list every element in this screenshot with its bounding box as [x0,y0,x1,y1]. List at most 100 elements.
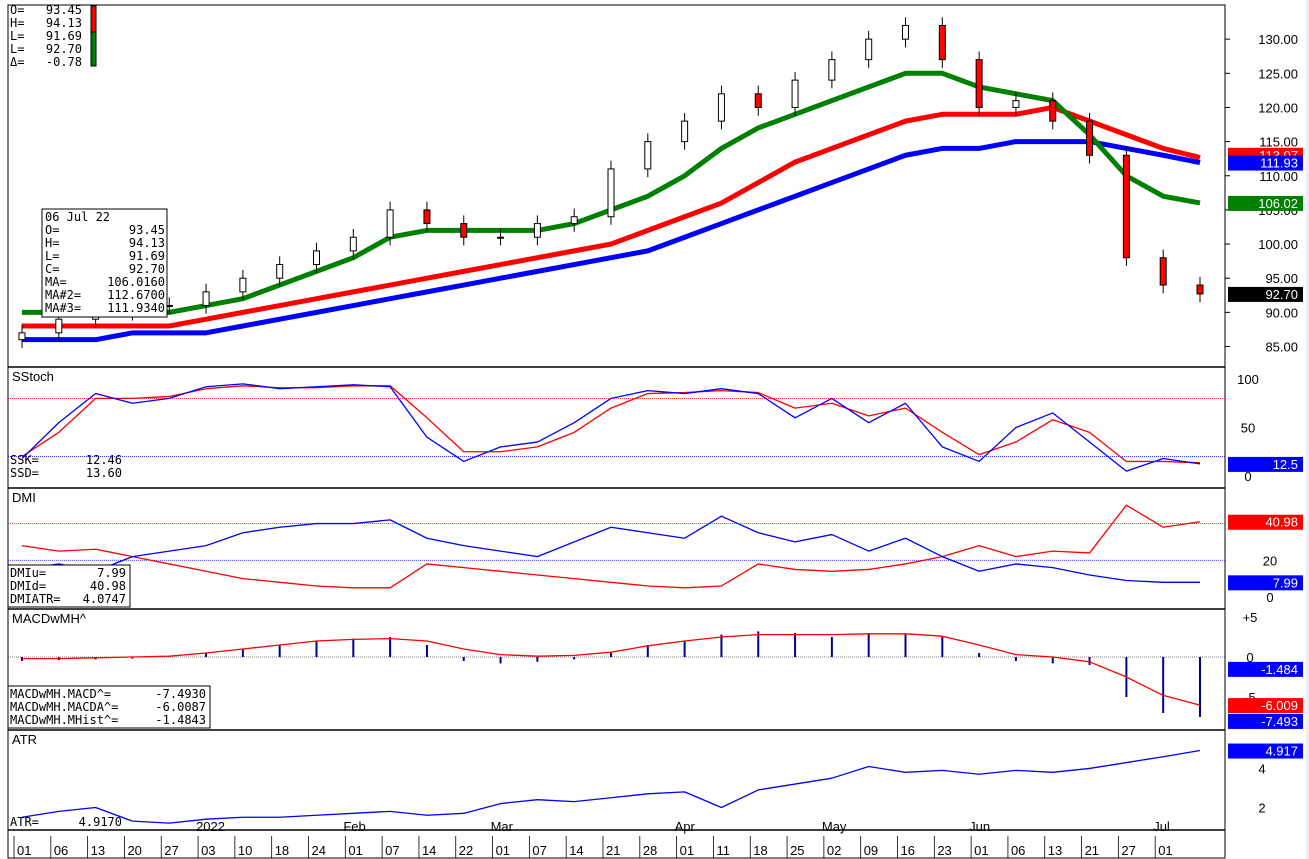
x-month-label: Mar [491,819,514,834]
dmi-plus-badge [1228,575,1303,591]
macd-badge-text: -6.009 [1261,698,1298,713]
header-value: 94.13 [46,16,82,30]
candle-body [754,93,762,108]
info-value: 91.69 [129,249,165,263]
candle-body [1122,154,1130,259]
x-tick-label: 21 [1085,843,1099,858]
candle-body [423,209,431,225]
x-tick-label: 11 [716,843,730,858]
info-value: 112.6700 [107,288,165,302]
stoch-tick-label: 50 [1241,421,1255,436]
price-badge [1228,195,1303,211]
info-label: O= [45,223,59,237]
stoch-badge-text: 12.5 [1273,457,1298,472]
candle-body [1196,284,1204,295]
dmi-value: 4.0747 [83,592,126,606]
header-value: 92.70 [46,42,82,56]
info-value: 93.45 [129,223,165,237]
candle-body [55,318,63,334]
price-badge-text: 111.93 [1260,156,1298,171]
x-tick-label: 13 [91,843,105,858]
x-tick-label: 06 [1011,843,1025,858]
stoch-value-label: SSK= [10,453,39,467]
x-month-label: Apr [675,819,696,834]
macd-tick-label: +5 [1243,610,1258,625]
candle-body [717,93,725,122]
x-tick-label: 14 [422,843,436,858]
header-candle-body [90,5,97,33]
atr-value: 4.9170 [79,815,122,829]
atr-tick-label: 4 [1258,761,1265,776]
x-month-label: May [822,819,847,834]
x-tick-label: 14 [569,843,583,858]
x-tick-label: 28 [643,843,657,858]
info-value: 94.13 [129,236,165,250]
x-tick-label: 20 [127,843,141,858]
macd-tick-label: -5 [1244,690,1256,705]
candle-body [975,59,983,108]
candle-body [533,223,541,238]
price-badge [1228,286,1303,302]
header-value: -0.78 [46,55,82,69]
stoch-badge [1228,456,1303,472]
ssk-line [21,383,1201,472]
price-tick-label: 110.00 [1259,169,1298,184]
x-tick-label: 07 [532,843,546,858]
dmi-value: 40.98 [90,579,126,593]
x-tick-label: 01 [348,843,362,858]
stoch-value: 12.46 [86,453,122,467]
dmi-tick-label: 20 [1263,553,1277,568]
info-value: 111.9340 [107,301,165,315]
info-label: MA#2= [45,288,81,302]
panel-title: ATR [12,732,37,747]
candle-body [460,223,468,238]
stoch-value: 13.60 [86,466,122,480]
header-label: O= [10,3,24,17]
stoch-tick-label: 100 [1237,372,1259,387]
stoch-value-label: SSD= [10,466,39,480]
candle-body [791,79,799,108]
macd-value-label: MACDwMH.MACDA^= [10,700,118,714]
macd-badge [1228,698,1303,714]
atr-badge-text: 4.917 [1265,744,1298,759]
window-edge [1306,0,1309,859]
candle-body [644,141,652,170]
candle-body [865,38,873,61]
header-candle-lower [90,31,97,67]
candle-body [276,264,284,279]
macd-badge [1228,661,1303,677]
x-tick-label: 27 [1121,843,1135,858]
panel-title: MACDwMH^ [12,611,87,626]
header-label: L= [10,29,24,43]
price-badge-text: 106.02 [1258,196,1298,211]
info-label: C= [45,262,59,276]
x-month-label: 2022 [196,819,225,834]
dmi-tick-label: 0 [1266,590,1273,605]
candle-body [902,24,909,40]
dmi-values-box [7,564,131,608]
header-label: Δ= [10,55,24,69]
info-value: 92.70 [129,262,165,276]
panel-title: DMI [12,490,36,505]
dmi-minus-badge [1228,514,1303,530]
macd-value-label: MACDwMH.MACD^= [10,687,111,701]
candle-body [1012,100,1020,108]
candle-body [828,59,836,81]
chart-frame [7,4,1226,859]
header-label: H= [10,16,24,30]
x-tick-label: 22 [459,843,473,858]
candle-body [1159,257,1167,286]
x-tick-label: 07 [385,843,399,858]
info-value: 106.0160 [107,275,165,289]
x-tick-label: 27 [164,843,178,858]
x-tick-label: 18 [275,843,289,858]
candle-body [1086,120,1094,156]
candle-body [202,291,210,307]
x-month-label: Jul [1153,819,1170,834]
candle-body [1049,100,1057,122]
ma3-line [22,139,1201,343]
info-label: H= [45,236,59,250]
x-tick-label: 01 [974,843,988,858]
price-tick-label: 90.00 [1265,305,1298,320]
